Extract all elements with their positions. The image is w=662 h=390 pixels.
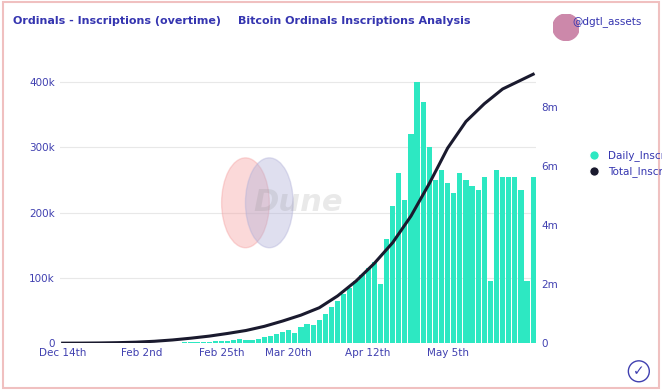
Ellipse shape (246, 158, 293, 248)
Bar (341, 294, 346, 343)
Bar (323, 314, 328, 343)
Text: ✓: ✓ (633, 364, 645, 378)
Bar (439, 170, 444, 343)
Bar (329, 307, 334, 343)
Bar (244, 340, 248, 343)
Bar (488, 281, 493, 343)
Bar (274, 334, 279, 343)
Bar (207, 342, 212, 343)
Bar (390, 206, 395, 343)
Bar (500, 177, 505, 343)
Bar (463, 180, 469, 343)
Bar (494, 170, 499, 343)
Bar (420, 101, 426, 343)
Circle shape (553, 14, 579, 41)
Bar (261, 337, 267, 343)
Bar (237, 339, 242, 343)
Bar (201, 342, 206, 343)
Bar (396, 174, 401, 343)
Bar (268, 336, 273, 343)
Bar (348, 288, 352, 343)
Bar (402, 200, 407, 343)
Bar (250, 340, 255, 343)
Bar (354, 281, 359, 343)
Bar (433, 180, 438, 343)
Bar (451, 193, 456, 343)
Text: Ordinals - Inscriptions (overtime): Ordinals - Inscriptions (overtime) (13, 16, 221, 26)
Bar (299, 327, 304, 343)
Bar (530, 177, 536, 343)
Bar (378, 284, 383, 343)
Text: Dune: Dune (253, 188, 343, 217)
Bar (482, 177, 487, 343)
Bar (365, 268, 371, 343)
Text: Bitcoin Ordinals Inscriptions Analysis: Bitcoin Ordinals Inscriptions Analysis (238, 16, 471, 26)
Bar (231, 340, 236, 343)
Bar (335, 301, 340, 343)
Bar (384, 239, 389, 343)
Bar (414, 82, 420, 343)
Bar (182, 342, 187, 343)
Bar (524, 281, 530, 343)
Bar (292, 333, 297, 343)
Bar (518, 190, 524, 343)
Bar (512, 177, 518, 343)
Bar (189, 342, 193, 343)
Bar (213, 341, 218, 343)
Bar (457, 174, 463, 343)
Bar (225, 341, 230, 343)
Bar (305, 324, 310, 343)
Bar (427, 147, 432, 343)
Bar (280, 332, 285, 343)
Bar (475, 190, 481, 343)
Bar (256, 339, 261, 343)
Bar (316, 320, 322, 343)
Text: @dgtl_assets: @dgtl_assets (573, 16, 642, 27)
Bar (195, 342, 200, 343)
Bar (506, 177, 511, 343)
Legend: Daily_Inscriptions, Total_Inscriptions: Daily_Inscriptions, Total_Inscriptions (579, 146, 662, 182)
Bar (371, 262, 377, 343)
Bar (445, 183, 450, 343)
Ellipse shape (222, 158, 269, 248)
Bar (359, 275, 365, 343)
Bar (310, 325, 316, 343)
Bar (408, 134, 414, 343)
Bar (219, 340, 224, 343)
Bar (286, 330, 291, 343)
Bar (469, 186, 475, 343)
Bar (176, 342, 181, 343)
